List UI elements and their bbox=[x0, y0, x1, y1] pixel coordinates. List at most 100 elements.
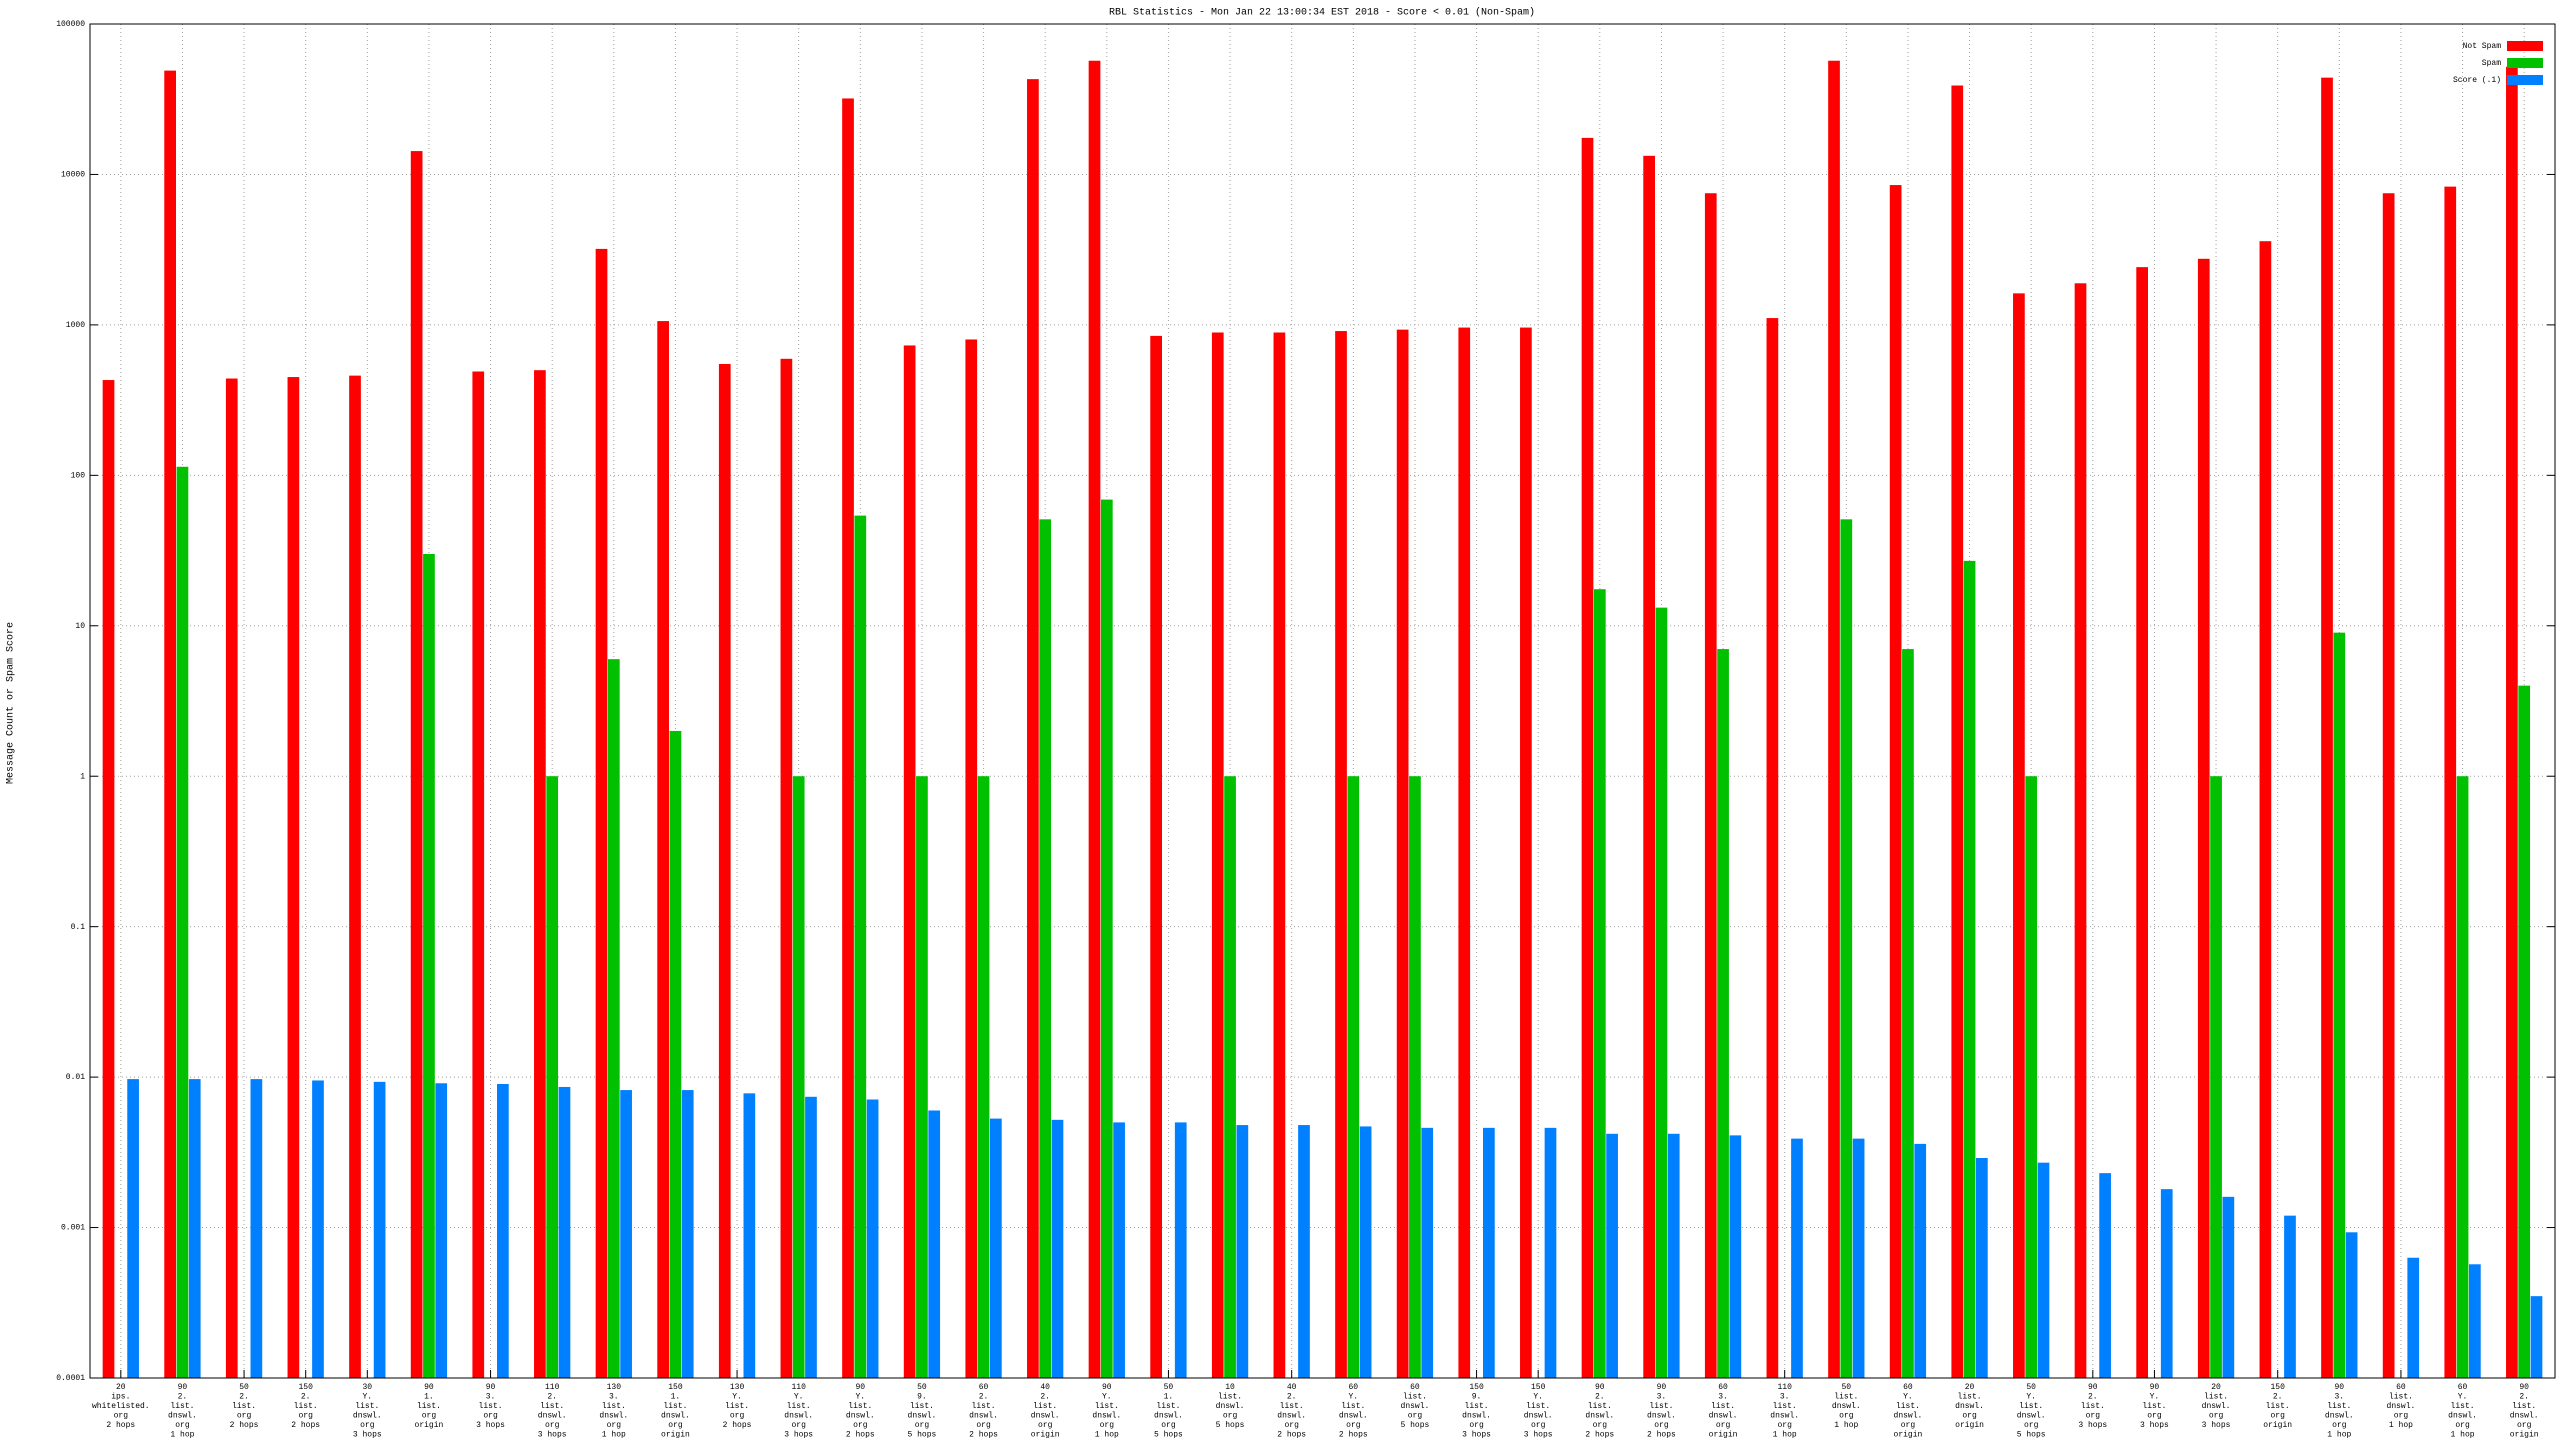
bar bbox=[2197, 258, 2210, 1379]
x-tick-label: list. bbox=[232, 1402, 256, 1411]
x-tick-label: origin bbox=[2263, 1421, 2292, 1430]
x-tick-label: list. bbox=[1711, 1402, 1735, 1411]
y-tick-label: 1 bbox=[80, 772, 85, 781]
bar bbox=[990, 1118, 1002, 1378]
x-tick-label: ips. bbox=[111, 1393, 130, 1402]
x-tick-label: dnswl. bbox=[1339, 1412, 1368, 1421]
x-tick-label: 2 hops bbox=[291, 1421, 320, 1430]
x-tick-label: 1 hop bbox=[170, 1431, 194, 1440]
x-tick-label: 3 hops bbox=[2078, 1421, 2107, 1430]
bar bbox=[1100, 499, 1113, 1378]
x-tick-label: 90 bbox=[2150, 1383, 2160, 1392]
bar bbox=[534, 370, 546, 1378]
bar bbox=[1951, 85, 1964, 1378]
x-tick-label: 90 bbox=[856, 1383, 866, 1392]
x-tick-label: 2. bbox=[2519, 1393, 2529, 1402]
bar bbox=[595, 248, 608, 1379]
x-tick-label: origin bbox=[661, 1431, 690, 1440]
legend-swatch bbox=[2507, 58, 2543, 68]
bar bbox=[792, 776, 805, 1378]
x-tick-label: dnswl. bbox=[908, 1412, 937, 1421]
x-tick-label: dnswl. bbox=[2448, 1412, 2477, 1421]
bar bbox=[2074, 283, 2087, 1378]
x-tick-label: org bbox=[360, 1421, 375, 1430]
plot-frame bbox=[89, 23, 2556, 1379]
x-tick-label: list. bbox=[1958, 1393, 1982, 1402]
x-tick-label: list. bbox=[1341, 1402, 1365, 1411]
bar bbox=[250, 1079, 263, 1378]
x-tick-label: 2 hops bbox=[1277, 1431, 1306, 1440]
x-tick-label: dnswl. bbox=[1277, 1412, 1306, 1421]
y-tick-label: 0.1 bbox=[71, 923, 86, 932]
x-tick-label: dnswl. bbox=[2017, 1412, 2046, 1421]
x-tick-label: dnswl. bbox=[969, 1412, 998, 1421]
x-tick-label: 60 bbox=[2396, 1383, 2406, 1392]
x-tick-label: 3. bbox=[2335, 1393, 2345, 1402]
x-tick-label: list. bbox=[1649, 1402, 1673, 1411]
bar bbox=[2382, 193, 2395, 1379]
x-tick-label: org bbox=[1531, 1421, 1546, 1430]
x-tick-label: org bbox=[730, 1412, 745, 1421]
bar bbox=[1914, 1143, 1927, 1378]
bar bbox=[225, 378, 238, 1379]
x-tick-label: origin bbox=[2510, 1431, 2539, 1440]
bar bbox=[1421, 1127, 1434, 1378]
x-tick-label: Y. bbox=[2150, 1393, 2160, 1402]
x-tick-label: org bbox=[1469, 1421, 1484, 1430]
x-tick-label: 2 hops bbox=[1339, 1431, 1368, 1440]
x-tick-label: Y. bbox=[794, 1393, 804, 1402]
bar bbox=[373, 1081, 386, 1378]
x-tick-label: 1 hop bbox=[2327, 1431, 2351, 1440]
x-tick-label: list. bbox=[2019, 1402, 2043, 1411]
x-tick-label: list. bbox=[2204, 1393, 2228, 1402]
legend-label: Score (.1) bbox=[2453, 76, 2501, 85]
x-tick-label: Y. bbox=[2026, 1393, 2036, 1402]
x-tick-label: org bbox=[1839, 1412, 1854, 1421]
x-tick-label: 90 bbox=[1657, 1383, 1667, 1392]
x-tick-label: 1. bbox=[424, 1393, 434, 1402]
bar bbox=[2136, 267, 2148, 1378]
bar bbox=[2259, 241, 2272, 1378]
bar bbox=[1544, 1127, 1557, 1378]
bar bbox=[1298, 1125, 1310, 1378]
x-tick-label: 40 bbox=[1287, 1383, 1297, 1392]
x-tick-label: org bbox=[2270, 1412, 2285, 1421]
bar bbox=[1902, 649, 1914, 1378]
x-tick-label: 5 hops bbox=[1154, 1431, 1183, 1440]
bar bbox=[743, 1093, 756, 1378]
bar bbox=[1335, 331, 1347, 1378]
x-tick-label: 50 bbox=[1842, 1383, 1852, 1392]
x-tick-label: org bbox=[2086, 1412, 2101, 1421]
x-tick-label: 90 bbox=[2519, 1383, 2529, 1392]
x-tick-label: 2. bbox=[547, 1393, 557, 1402]
bar bbox=[607, 659, 620, 1378]
bar bbox=[1840, 519, 1853, 1378]
x-tick-label: list. bbox=[1095, 1402, 1119, 1411]
bar bbox=[472, 371, 485, 1378]
bar bbox=[1655, 607, 1668, 1378]
x-tick-label: 2. bbox=[2088, 1393, 2098, 1402]
bar bbox=[2506, 66, 2518, 1379]
y-tick-label: 0.01 bbox=[66, 1073, 85, 1082]
x-tick-label: 5 hops bbox=[2017, 1431, 2046, 1440]
x-tick-label: 3. bbox=[1780, 1393, 1790, 1402]
x-tick-label: 3 hops bbox=[784, 1431, 813, 1440]
bar bbox=[164, 70, 176, 1378]
x-tick-label: org bbox=[237, 1412, 252, 1421]
x-tick-label: 50 bbox=[917, 1383, 927, 1392]
x-tick-label: dnswl. bbox=[1401, 1402, 1430, 1411]
x-tick-label: dnswl. bbox=[538, 1412, 567, 1421]
bar bbox=[2099, 1173, 2111, 1378]
x-tick-label: org bbox=[915, 1421, 930, 1430]
x-tick-label: list. bbox=[1403, 1393, 1427, 1402]
y-tick-label: 0.001 bbox=[61, 1224, 85, 1233]
bar bbox=[2160, 1189, 2173, 1378]
x-tick-label: 50 bbox=[1164, 1383, 1174, 1392]
x-tick-label: list. bbox=[2389, 1393, 2413, 1402]
bar bbox=[854, 515, 867, 1378]
x-tick-label: 2 hops bbox=[230, 1421, 259, 1430]
y-tick-label: 100 bbox=[71, 471, 86, 480]
x-tick-label: 3. bbox=[1657, 1393, 1667, 1402]
bar bbox=[681, 1090, 694, 1378]
